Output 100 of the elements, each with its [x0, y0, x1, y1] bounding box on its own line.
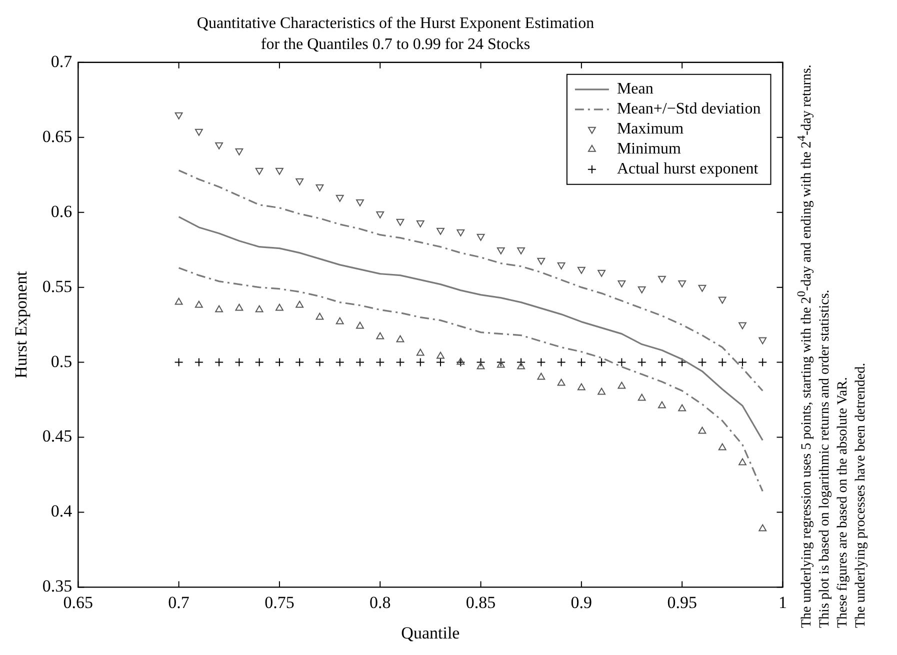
x-tick-label: 0.8	[369, 592, 391, 612]
point	[316, 312, 324, 320]
point	[335, 358, 344, 367]
point	[576, 358, 586, 367]
point	[738, 322, 746, 330]
point	[597, 358, 606, 367]
point	[235, 304, 244, 311]
point	[276, 168, 284, 175]
point	[637, 358, 646, 367]
y-tick-label: 0.65	[42, 126, 72, 146]
legend-label: Actual hurst exponent	[616, 160, 759, 178]
point	[416, 348, 424, 356]
point	[355, 358, 364, 367]
point	[698, 426, 706, 434]
x-tick-label: 0.75	[264, 592, 294, 612]
point	[496, 360, 505, 368]
point	[416, 358, 425, 367]
point	[657, 358, 666, 367]
chart-subtitle: for the Quantiles 0.7 to 0.99 for 24 Stocks	[260, 36, 530, 54]
point	[718, 296, 726, 304]
point	[456, 229, 465, 236]
point	[556, 358, 566, 367]
point	[234, 358, 244, 367]
point	[215, 305, 224, 312]
y-tick-label: 0.45	[42, 426, 72, 446]
point	[517, 247, 526, 254]
point	[516, 358, 526, 367]
point	[336, 194, 344, 202]
point	[296, 300, 304, 308]
point	[174, 298, 183, 305]
legend-label: Maximum	[616, 120, 684, 138]
x-tick-label: 0.9	[570, 592, 592, 612]
point	[356, 322, 364, 329]
point	[316, 184, 324, 192]
point	[215, 142, 224, 150]
legend-label: Mean	[616, 80, 654, 98]
point	[274, 358, 284, 367]
line-series	[178, 267, 764, 492]
point	[174, 358, 184, 367]
point	[738, 358, 747, 367]
point	[496, 247, 505, 254]
legend-label: Minimum	[616, 140, 682, 158]
point	[416, 220, 424, 228]
point	[396, 218, 404, 226]
point	[376, 211, 384, 218]
x-axis-title: Quantile	[401, 623, 460, 642]
point	[296, 178, 304, 186]
x-tick-label: 0.95	[667, 592, 697, 612]
point	[577, 383, 586, 390]
point	[618, 382, 626, 389]
point	[638, 286, 646, 294]
point	[436, 358, 446, 367]
point	[678, 280, 686, 288]
point	[376, 332, 384, 340]
point	[174, 112, 183, 120]
legend-label: Mean+/−Std deviation	[616, 100, 761, 118]
point	[598, 270, 606, 277]
point	[255, 168, 264, 175]
text: These figures are based on the absolute VaR.	[834, 376, 852, 628]
point	[537, 258, 546, 265]
point	[476, 234, 485, 241]
point	[315, 358, 324, 367]
point	[658, 276, 666, 283]
y-tick-label: 0.7	[50, 52, 73, 71]
point	[658, 401, 666, 408]
point	[617, 358, 626, 367]
y-tick-label: 0.55	[42, 276, 72, 296]
point	[194, 300, 203, 308]
point	[718, 358, 727, 367]
point	[758, 358, 768, 367]
point	[638, 394, 646, 401]
point	[678, 404, 686, 412]
x-tick-label: 0.85	[466, 592, 496, 612]
point	[758, 524, 767, 532]
point	[476, 362, 485, 370]
point	[436, 352, 444, 359]
text: This plot is based on logarithmic returns and order statistics.	[816, 288, 834, 628]
point	[476, 358, 486, 367]
x-tick-label: 0.7	[168, 592, 190, 612]
point	[255, 305, 264, 312]
point	[718, 443, 726, 450]
y-tick-label: 0.6	[50, 202, 72, 221]
point	[536, 358, 546, 367]
y-axis-title: Hurst Exponent	[12, 270, 31, 378]
point	[698, 358, 707, 367]
y-tick-label: 0.5	[50, 352, 72, 371]
point	[276, 304, 284, 311]
x-tick-label: 1	[778, 592, 787, 612]
text: The underlying processes have been detrended.	[852, 362, 870, 628]
point	[758, 337, 767, 344]
y-tick-label: 0.4	[50, 502, 73, 521]
point	[396, 358, 405, 367]
point	[517, 362, 526, 370]
point	[557, 378, 566, 386]
point	[194, 358, 204, 367]
point	[254, 358, 264, 367]
point	[496, 358, 506, 367]
point	[235, 148, 244, 156]
point	[295, 358, 304, 367]
point	[577, 266, 586, 274]
